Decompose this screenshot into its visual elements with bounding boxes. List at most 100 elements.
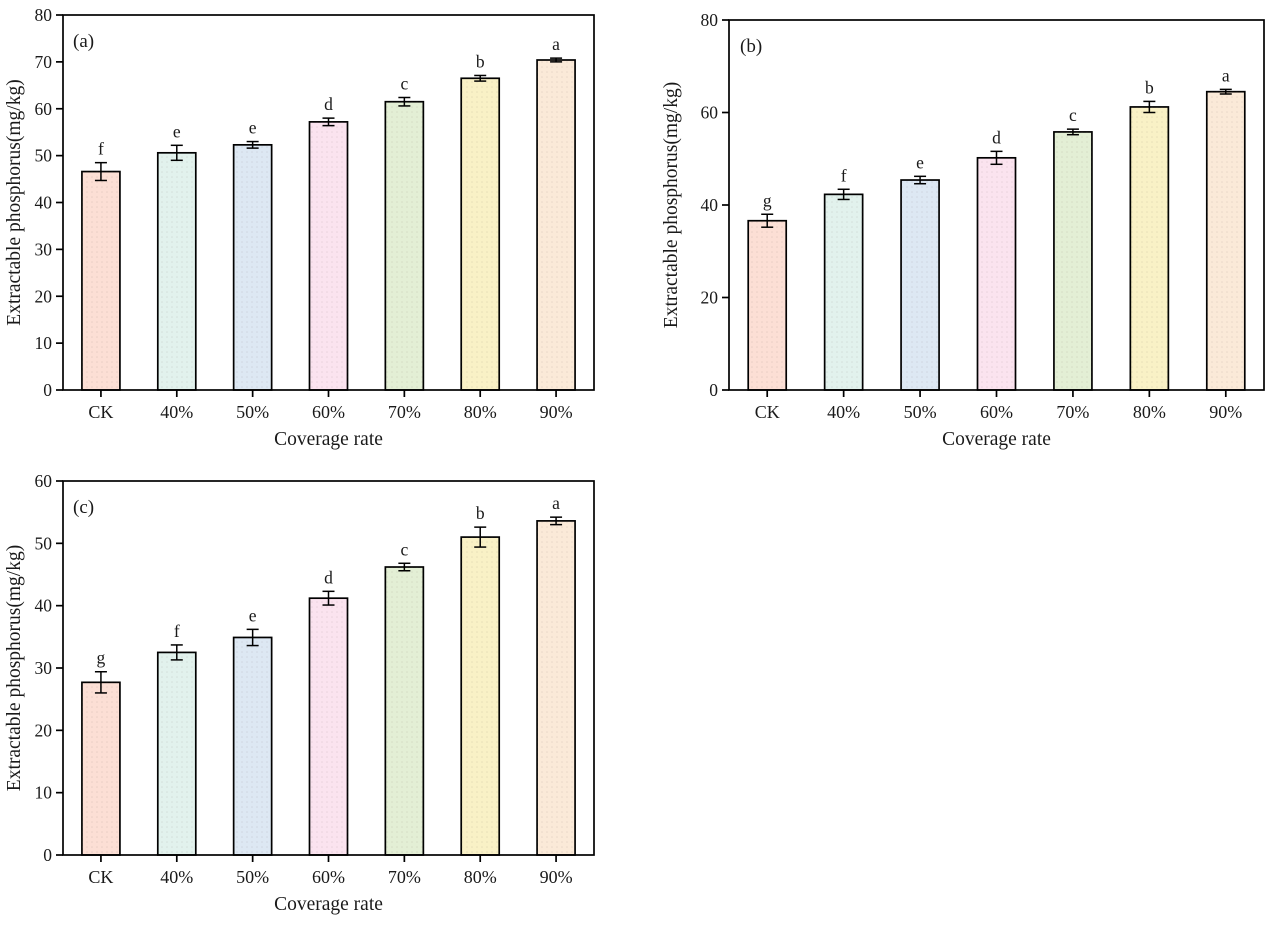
sig-letter: e [249,118,257,138]
sig-letter: g [763,190,772,210]
sig-letter: c [400,539,408,559]
x-tick-label: CK [755,402,780,422]
bar-texture [461,537,500,855]
bar-texture [901,180,940,390]
y-tick-label: 20 [35,286,53,306]
bar-texture [81,682,120,855]
x-tick-label: 60% [312,402,345,422]
y-tick-label: 30 [35,239,53,259]
sig-letter: f [841,165,847,185]
x-tick-label: 40% [160,402,193,422]
bar-chart-c: g CK f 40% e 50% d 60% c 70% b 80% a 90% 0 10 20 30 40 50 60… [4,471,595,915]
x-tick-label: 80% [464,867,497,887]
plot-frame [62,14,595,391]
y-tick-label: 80 [35,5,53,25]
sig-letter: d [992,127,1001,147]
bar-texture [81,171,120,390]
chart-panel-a: f CK e 40% e 50% d 60% c 70% b 80% a 90% 0 10 20 30 40 50 60… [0,0,650,460]
bar-texture [748,220,787,390]
x-tick-label: 70% [388,867,421,887]
x-tick-label: CK [88,867,113,887]
y-tick-label: 60 [35,471,53,491]
x-tick-label: 70% [388,402,421,422]
x-tick-label: 90% [1209,402,1242,422]
y-tick-label: 50 [35,533,53,553]
sig-letter: f [174,621,180,641]
sig-letter: e [916,152,924,172]
sig-letter: b [476,503,485,523]
sig-letter: c [1069,105,1077,125]
plot-frame [62,480,595,856]
y-tick-label: 80 [701,10,719,30]
sig-letter: a [552,493,560,513]
x-axis-title: Coverage rate [274,429,383,450]
bar-texture [157,152,196,390]
sig-letter: a [1222,65,1230,85]
x-tick-label: 50% [236,867,269,887]
panel-label: (c) [73,497,94,518]
x-tick-label: 70% [1056,402,1089,422]
bar-texture [461,78,500,390]
bar-texture [537,60,576,390]
y-tick-label: 0 [43,380,52,400]
bar-texture [385,101,424,390]
bar-texture [1130,106,1169,390]
y-tick-label: 70 [35,52,53,72]
x-tick-label: 50% [904,402,937,422]
sig-letter: d [324,94,333,114]
y-tick-label: 40 [35,596,53,616]
bar-texture [233,637,272,855]
x-axis-title: Coverage rate [942,429,1051,450]
sig-letter: c [400,74,408,94]
bar-texture [977,157,1016,390]
bar-texture [1206,91,1245,390]
y-tick-label: 40 [35,193,53,213]
y-tick-label: 60 [701,103,719,123]
bar-chart-a: f CK e 40% e 50% d 60% c 70% b 80% a 90% 0 10 20 30 40 50 60… [4,5,595,450]
y-tick-label: 10 [35,333,53,353]
x-tick-label: 80% [464,402,497,422]
y-axis-title: Extractable phosphorus(mg/kg) [4,545,25,791]
y-tick-label: 30 [35,658,53,678]
x-tick-label: 40% [827,402,860,422]
sig-letter: e [249,605,257,625]
bar-texture [385,567,424,855]
x-tick-label: 90% [540,402,573,422]
bar-texture [309,121,348,390]
y-tick-label: 0 [709,380,718,400]
plot-frame [728,19,1265,391]
sig-letter: b [1145,77,1154,97]
y-tick-label: 10 [35,783,53,803]
y-tick-label: 50 [35,146,53,166]
x-tick-label: 60% [980,402,1013,422]
y-tick-label: 0 [43,845,52,865]
chart-panel-c: g CK f 40% e 50% d 60% c 70% b 80% a 90% 0 10 20 30 40 50 60… [0,455,650,927]
y-tick-label: 60 [35,99,53,119]
x-tick-label: CK [88,402,113,422]
bar-texture [157,652,196,855]
sig-letter: f [98,139,104,159]
x-tick-label: 80% [1133,402,1166,422]
sig-letter: e [173,121,181,141]
bar-chart-b: g CK f 40% e 50% d 60% c 70% b 80% a 90% 0 20 40 60 80 (b) C… [661,10,1265,450]
x-tick-label: 50% [236,402,269,422]
y-axis-title: Extractable phosphorus(mg/kg) [661,82,682,328]
panel-label: (b) [740,36,762,57]
y-tick-label: 40 [701,195,719,215]
y-tick-label: 20 [701,288,719,308]
bar-texture [309,598,348,855]
x-tick-label: 60% [312,867,345,887]
sig-letter: a [552,34,560,54]
panel-label: (a) [73,31,94,52]
x-tick-label: 40% [160,867,193,887]
y-axis-title: Extractable phosphorus(mg/kg) [4,79,25,325]
x-axis-title: Coverage rate [274,894,383,915]
sig-letter: d [324,567,333,587]
bar-texture [537,520,576,855]
x-tick-label: 90% [540,867,573,887]
bar-texture [1053,131,1092,391]
sig-letter: b [476,51,485,71]
y-tick-label: 20 [35,720,53,740]
bar-texture [824,194,863,390]
